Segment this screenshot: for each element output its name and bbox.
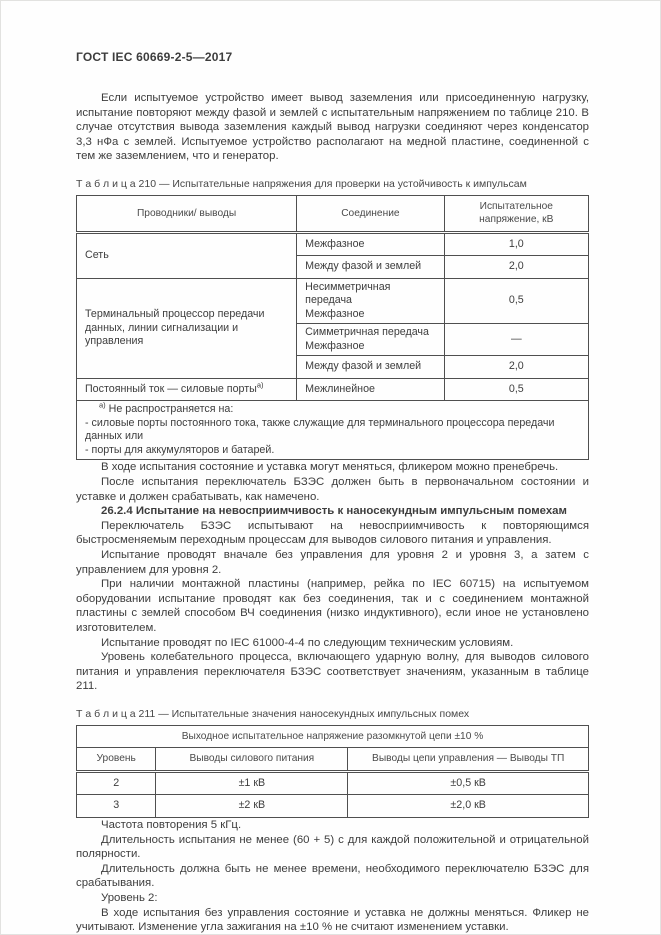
- table-210-header-connection: Соединение: [296, 194, 445, 234]
- table-210-footnote: a) Не распространяется на: - силовые пор…: [76, 400, 589, 461]
- table-row: Симметричная передача Межфазное —: [77, 323, 590, 357]
- paragraph: Длительность должна быть не менее времен…: [76, 862, 589, 890]
- table-cell: ±2 кВ: [155, 794, 349, 818]
- table-210-header-conductors: Проводники/ выводы: [75, 194, 298, 234]
- table-211-header-control: Выводы цепи управления — Выводы ТП: [347, 747, 589, 773]
- footnote-item: - силовые порты постоянного тока, также …: [85, 416, 555, 443]
- table-cell-net: Сеть: [75, 231, 298, 279]
- table-211-span-header-row: Выходное испытательное напряжение разомк…: [76, 724, 589, 749]
- table-cell-dc-ports: Постоянный ток — силовые портыa): [75, 377, 298, 402]
- paragraph: Переключатель БЗЭС испытывают на невоспр…: [76, 519, 589, 547]
- table-cell: 2,0: [443, 255, 590, 279]
- table-cell: 0,5: [443, 377, 590, 402]
- table-210-header-voltage: Испытательное напряжение, кВ: [443, 194, 590, 234]
- table-cell: —: [443, 323, 590, 357]
- table-211-span-header: Выходное испытательное напряжение разомк…: [76, 724, 589, 749]
- footnote-marker: a): [99, 400, 106, 410]
- table-cell: 3: [75, 794, 157, 818]
- table-211-header-row: Уровень Выводы силового питания Выводы ц…: [75, 747, 589, 773]
- table-cell: Несимметричная передача Межфазное: [296, 277, 445, 325]
- table-cell: Между фазой и землей: [296, 255, 445, 279]
- table-cell: 1,0: [443, 231, 590, 257]
- table-row: Сеть Межфазное 1,0: [75, 231, 590, 279]
- table-cell: Межлинейное: [296, 377, 445, 402]
- table-210-header-row: Проводники/ выводы Соединение Испытатель…: [75, 194, 590, 234]
- table-211: Выходное испытательное напряжение разомк…: [75, 724, 589, 818]
- section-heading-26-2-4: 26.2.4 Испытание на невосприимчивость к …: [101, 505, 567, 518]
- footnote-marker: a): [256, 380, 264, 390]
- table-cell: ±1 кВ: [155, 770, 349, 796]
- table-cell: Между фазой и землей: [296, 355, 445, 379]
- paragraph: Частота повторения 5 кГц.: [101, 818, 242, 831]
- table-row: Терминальный процессор передачи данных, …: [75, 277, 590, 379]
- paragraph: Испытание проводят вначале без управлени…: [76, 549, 589, 576]
- table-cell: Симметричная передача Межфазное: [296, 323, 445, 357]
- table-cell: Межфазное: [296, 231, 445, 257]
- paragraph: В ходе испытания состояние и уставка мог…: [101, 461, 559, 474]
- paragraph: После испытания переключатель БЗЭС долже…: [76, 476, 589, 503]
- paragraph: Уровень 2:: [101, 891, 158, 904]
- table-211-header-level: Уровень: [75, 747, 157, 773]
- paragraph: При наличии монтажной пластины (например…: [76, 578, 589, 634]
- document-title: ГОСТ IEC 60669-2-5—2017: [76, 50, 233, 64]
- table-row: Постоянный ток — силовые портыa) Межлине…: [75, 377, 590, 402]
- table-cell-terminal: Терминальный процессор передачи данных, …: [75, 277, 298, 379]
- paragraph: Испытание проводят по IEC 61000-4-4 по с…: [101, 636, 514, 649]
- table-row: 2 ±1 кВ ±0,5 кВ: [75, 770, 589, 796]
- paragraph: Длительность испытания не менее (60 + 5)…: [76, 833, 589, 861]
- table-211-caption: Т а б л и ц а 211 — Испытательные значен…: [76, 707, 470, 720]
- table-row: 3 ±2 кВ ±2,0 кВ: [75, 794, 589, 818]
- table-cell: ±0,5 кВ: [347, 770, 589, 796]
- table-210: Проводники/ выводы Соединение Испытатель…: [75, 194, 590, 461]
- table-211-header-power: Выводы силового питания: [155, 747, 349, 773]
- table-210-caption: Т а б л и ц а 210 — Испытательные напряж…: [76, 177, 527, 190]
- table-cell: 0,5: [443, 277, 590, 325]
- paragraph: В ходе испытания без управления состояни…: [76, 906, 589, 934]
- table-cell: 2,0: [443, 355, 590, 379]
- paragraph: Уровень колебательного процесса, включаю…: [76, 651, 589, 693]
- footnote-item: - порты для аккумуляторов и батарей.: [85, 443, 275, 456]
- intro-paragraph: Если испытуемое устройство имеет вывод з…: [76, 92, 589, 163]
- table-cell: ±2,0 кВ: [347, 794, 589, 818]
- footnote-intro: a) Не распространяется на:: [99, 400, 234, 416]
- table-cell: 2: [75, 770, 157, 796]
- table-footnote-row: a) Не распространяется на: - силовые пор…: [76, 400, 589, 461]
